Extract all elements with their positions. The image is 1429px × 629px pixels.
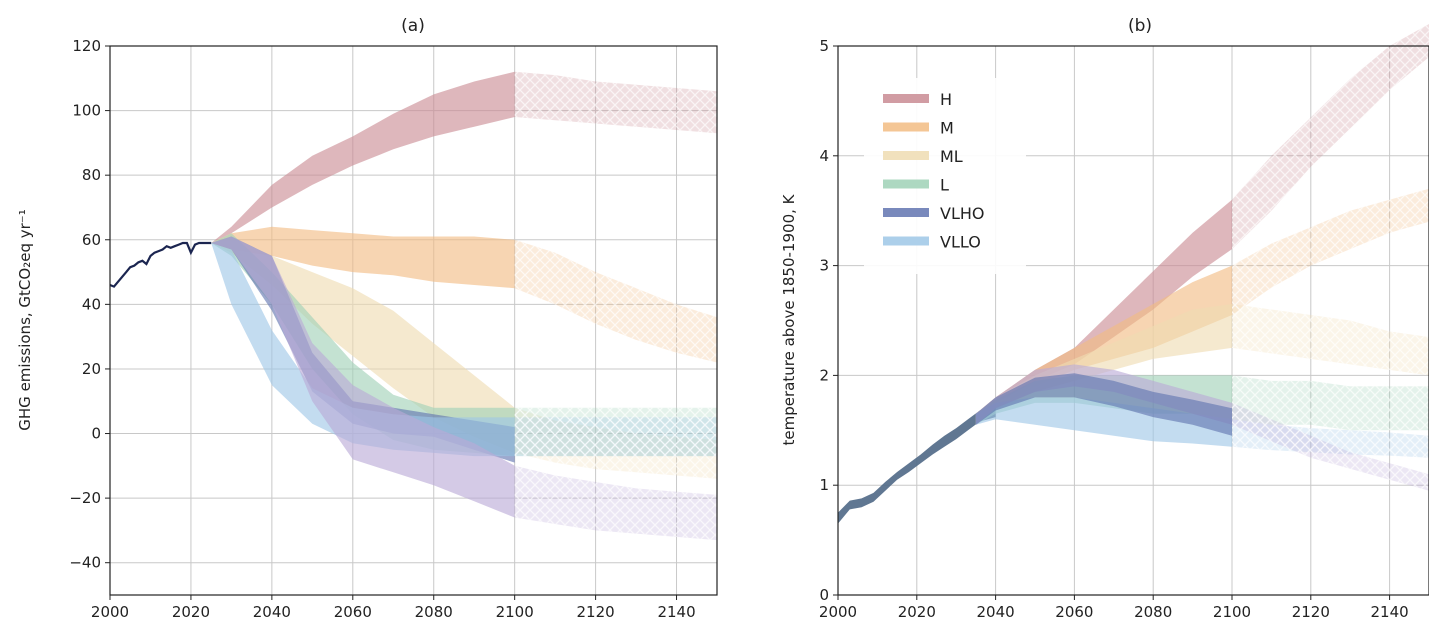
band-vllo-projection-hatch [514,417,717,457]
band-vllo-extra-projection-hatch [514,465,717,541]
y-tick-label: 100 [72,102,101,120]
x-tick-label: 2140 [1371,603,1409,621]
band-vllo [975,397,1232,447]
band-ml [975,304,1232,425]
x-tick-label: 2120 [577,603,615,621]
y-tick-label: 2 [819,366,829,384]
panel-a: (a) 2000 2020 2040 2060 2080 2100 2120 2140−40−… [16,16,718,621]
legend-swatch-l [883,179,929,189]
x-tick-label: 2100 [1213,603,1251,621]
band-m [975,265,1232,425]
legend-swatch-h [883,94,929,103]
panel-b-ticks: 2000 2020 2040 2060 2080 2100 2120 2140 0 1 2 3 4 5 [819,37,1409,621]
legend-swatch-ml [883,151,929,160]
x-tick-label: 2020 [898,603,936,621]
y-tick-label: −20 [69,489,101,507]
x-tick-label: 2000 [819,603,857,621]
band-m-projection-hatch [1232,188,1429,315]
y-tick-label: 1 [819,476,829,494]
band-vlho [975,373,1232,436]
y-tick-label: 60 [82,231,101,249]
panel-a-title: (a) [401,16,425,36]
y-tick-label: 120 [72,37,101,55]
historical-band [838,403,996,524]
panel-a-historical [109,241,212,288]
panel-a-frame [109,45,718,596]
x-tick-label: 2080 [415,603,453,621]
panel-b-frame [837,45,1429,596]
legend-label-vllo: VLLO [940,233,981,252]
panel-b-bands [838,24,1429,524]
band-h [211,71,515,243]
band-h-projection-hatch [1232,24,1429,250]
y-tick-label: 4 [819,147,829,165]
y-tick-label: 40 [82,295,101,313]
x-tick-label: 2000 [91,603,129,621]
y-tick-label: 5 [819,37,829,55]
band-vllo-extra-projection-hatch [1232,402,1429,491]
panel-a-ylabel: GHG emissions, GtCO₂eq yr⁻¹ [16,209,34,430]
x-tick-label: 2040 [253,603,291,621]
panel-b-ylabel: temperature above 1850-1900, K [780,193,798,445]
panel-b-legend: HM ML L VLHO VLLO [864,78,1026,274]
panel-b: (b) 2000 2020 2040 2060 2080 2100 2120 2140 0 1 2 3… [780,16,1429,621]
band-m-projection-hatch [514,239,717,363]
x-tick-label: 2040 [977,603,1015,621]
band-ml-projection-hatch [1232,304,1429,376]
x-tick-label: 2100 [496,603,534,621]
legend-swatch-vlho [883,208,929,217]
panel-a-ticks: 2000 2020 2040 2060 2080 2100 2120 2140−40−2002… [69,37,695,621]
legend-label-l: L [940,176,949,195]
x-tick-label: 2020 [172,603,210,621]
y-tick-label: −40 [69,554,101,572]
legend-swatch-m [883,122,929,132]
band-h-projection-hatch [514,71,717,134]
y-tick-label: 20 [82,360,101,378]
legend-label-vlho: VLHO [940,204,984,223]
y-tick-label: 0 [91,425,101,443]
x-tick-label: 2080 [1134,603,1172,621]
band-vllo-extra [211,236,515,518]
panel-a-bands [211,71,717,541]
x-tick-label: 2120 [1292,603,1330,621]
legend-label-h: H [940,90,952,109]
band-l-projection-hatch [1232,375,1429,431]
y-tick-label: 3 [819,257,829,275]
y-tick-label: 0 [819,586,829,604]
legend-label-m: M [940,119,954,138]
band-m [211,226,515,289]
x-tick-label: 2060 [334,603,372,621]
historical-line [109,241,212,288]
legend-swatch-vllo [883,236,929,246]
panel-b-title: (b) [1128,16,1152,36]
x-tick-label: 2060 [1055,603,1093,621]
x-tick-label: 2140 [657,603,695,621]
y-tick-label: 80 [82,166,101,184]
legend-label-ml: ML [940,147,963,166]
